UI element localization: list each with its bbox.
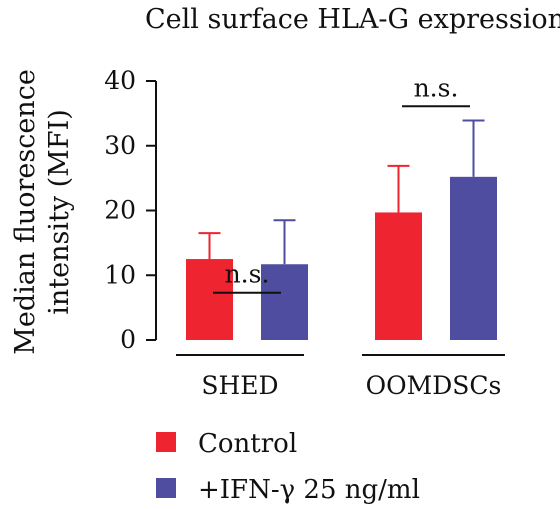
y-tick-label: 10 [104,260,136,289]
y-tick-label: 30 [104,131,136,160]
bars [186,119,497,340]
bar [450,176,497,340]
legend-swatch-control [156,432,176,452]
chart-title: Cell surface HLA-G expression [145,4,560,35]
bar [375,212,422,340]
significance-annotations: n.s. n.s. [213,73,470,294]
bar [261,264,308,340]
y-tick-label: 0 [120,325,136,354]
y-axis-label-line1: Median fluorescence [10,69,41,355]
y-ticks: 0 10 20 30 40 [104,66,156,354]
y-tick-label: 20 [104,196,136,225]
y-tick-label: 40 [104,66,136,95]
category-label: SHED [201,371,278,400]
legend-label-control: Control [198,429,297,459]
legend-swatch-ifn [156,478,176,498]
legend: Control +IFN-γ 25 ng/ml [156,429,420,505]
bar [186,259,233,340]
category-labels: SHED OOMDSCs [176,354,505,400]
category-label: OOMDSCs [366,371,502,400]
y-axis-label-line2: intensity (MFI) [44,109,75,315]
significance-label: n.s. [414,73,459,102]
legend-label-ifn: +IFN-γ 25 ng/ml [198,475,420,505]
significance-label: n.s. [225,260,270,289]
y-axis-label: Median fluorescence intensity (MFI) [10,69,75,355]
